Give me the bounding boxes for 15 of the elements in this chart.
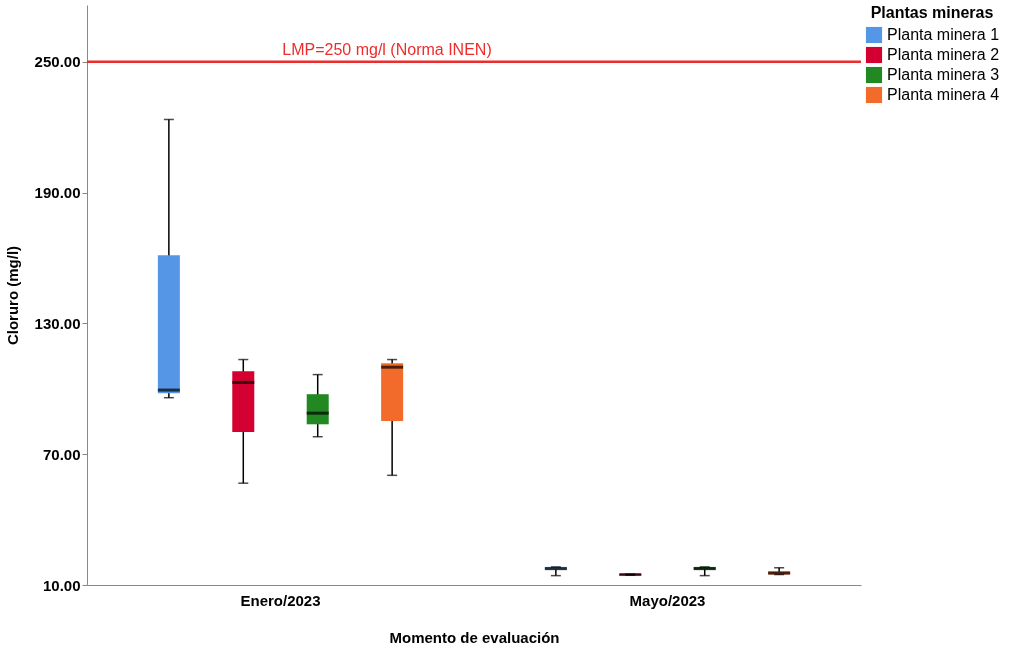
x-tick-label: Enero/2023	[240, 591, 321, 609]
legend-title: Plantas mineras	[870, 4, 994, 21]
x-tick-label: Mayo/2023	[629, 591, 706, 609]
y-tick-label: 190.00	[34, 184, 81, 202]
y-tick-label: 10.00	[42, 576, 81, 594]
x-axis-title: Momento de evaluación	[389, 628, 560, 646]
legend-label: Planta minera 2	[887, 46, 1000, 63]
legend-label: Planta minera 1	[887, 26, 1000, 43]
legend-label: Planta minera 3	[887, 66, 1000, 83]
y-axis-title: Cloruro (mg/l)	[3, 245, 21, 346]
legend-label: Planta minera 4	[887, 86, 1000, 103]
ref-line-label: LMP=250 mg/l (Norma INEN)	[282, 40, 492, 58]
y-tick-label: 70.00	[42, 445, 81, 463]
y-tick-label: 250.00	[34, 53, 81, 71]
y-tick-label: 130.00	[34, 314, 81, 332]
